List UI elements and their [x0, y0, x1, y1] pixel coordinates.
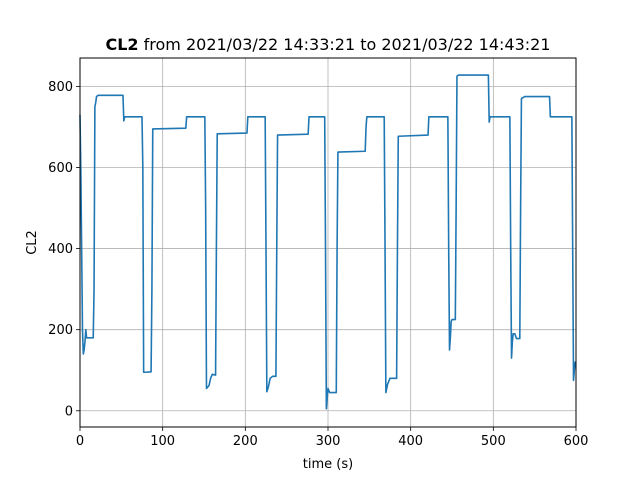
- y-tick-label: 600: [48, 161, 73, 176]
- series-line: [79, 74, 576, 410]
- chart-title-rest: from 2021/03/22 14:33:21 to 2021/03/22 1…: [139, 35, 551, 54]
- y-tick-label: 200: [48, 323, 73, 338]
- y-tick-label: 400: [48, 242, 73, 257]
- series-layer: [79, 74, 576, 410]
- chart-title-bold: CL2: [105, 35, 138, 54]
- x-tick-label: 0: [76, 434, 84, 449]
- y-axis-label: CL2: [25, 230, 40, 255]
- x-tick-label: 400: [398, 434, 423, 449]
- x-tick-label: 300: [316, 434, 341, 449]
- x-tick-label: 100: [150, 434, 175, 449]
- ticks: 0 100 200 300 400 500 600 0 200 400 600 800: [48, 80, 588, 449]
- x-tick-label: 200: [233, 434, 258, 449]
- y-tick-label: 0: [65, 404, 73, 419]
- y-tick-label: 800: [48, 80, 73, 95]
- grid: [79, 58, 577, 427]
- chart-title: CL2 from 2021/03/22 14:33:21 to 2021/03/…: [105, 35, 550, 54]
- x-tick-label: 600: [564, 434, 589, 449]
- x-axis-label: time (s): [303, 457, 353, 472]
- x-tick-label: 500: [481, 434, 506, 449]
